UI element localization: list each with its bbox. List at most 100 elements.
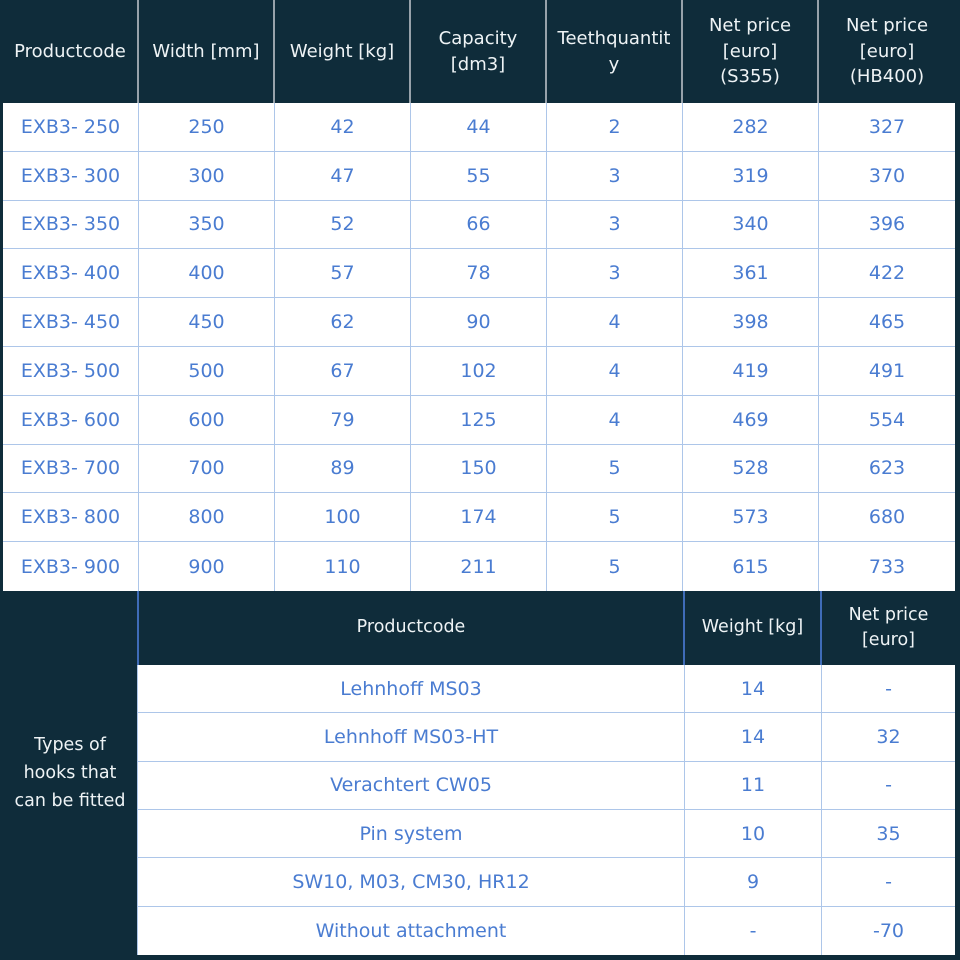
main-cell: EXB3- 700	[3, 444, 139, 494]
main-cell: 4	[547, 346, 683, 396]
main-cell: 52	[275, 200, 411, 250]
header-productcode: Productcode	[3, 0, 139, 103]
main-cell: 465	[819, 298, 955, 347]
main-cell: 150	[411, 444, 547, 494]
main-cell: EXB3- 400	[3, 249, 139, 299]
main-cell: 398	[683, 298, 819, 347]
main-cell: 100	[275, 493, 411, 543]
main-cell: EXB3- 500	[3, 346, 139, 396]
main-cell: EXB3- 900	[3, 542, 139, 591]
main-table: Productcode Width [mm] Weight [kg] Capac…	[3, 0, 955, 591]
main-cell: 419	[683, 346, 819, 396]
hooks-cell: 14	[685, 665, 822, 714]
main-cell: 319	[683, 151, 819, 201]
hooks-header-productcode: Productcode	[137, 591, 685, 665]
main-cell: 282	[683, 103, 819, 152]
hooks-cell: 14	[685, 713, 822, 762]
main-cell: 350	[139, 200, 275, 250]
hooks-cell: -70	[822, 906, 955, 955]
main-cell: 174	[411, 493, 547, 543]
hooks-side-label: Types of hooks that can be fitted	[14, 734, 126, 811]
main-cell: 4	[547, 298, 683, 347]
header-net-price-hb400: Net price [euro] (HB400)	[845, 15, 929, 88]
main-cell: 62	[275, 298, 411, 347]
header-capacity: Capacity [dm3]	[411, 0, 547, 103]
hooks-header-net-price: Net price [euro]	[848, 604, 929, 650]
hooks-cell: -	[822, 665, 955, 714]
main-cell: 573	[683, 493, 819, 543]
main-cell: 900	[139, 542, 275, 591]
main-cell: 680	[819, 493, 955, 543]
header-weight: Weight [kg]	[275, 0, 411, 103]
main-cell: EXB3- 450	[3, 298, 139, 347]
main-cell: EXB3- 600	[3, 395, 139, 445]
hooks-cell: 9	[685, 858, 822, 907]
main-cell: 554	[819, 395, 955, 445]
main-cell: EXB3- 250	[3, 103, 139, 152]
hooks-cell: SW10, M03, CM30, HR12	[137, 858, 685, 907]
main-cell: 211	[411, 542, 547, 591]
main-cell: 5	[547, 493, 683, 543]
main-cell: 400	[139, 249, 275, 299]
main-cell: 89	[275, 444, 411, 494]
main-cell: 800	[139, 493, 275, 543]
main-cell: 600	[139, 395, 275, 445]
hooks-cell: Lehnhoff MS03-HT	[137, 713, 685, 762]
header-width: Width [mm]	[139, 0, 275, 103]
main-cell: 102	[411, 346, 547, 396]
main-cell: 370	[819, 151, 955, 201]
main-cell: 44	[411, 103, 547, 152]
hooks-cell: -	[822, 761, 955, 810]
main-cell: 250	[139, 103, 275, 152]
main-cell: 125	[411, 395, 547, 445]
main-cell: 396	[819, 200, 955, 250]
main-cell: 340	[683, 200, 819, 250]
main-cell: 422	[819, 249, 955, 299]
main-cell: 4	[547, 395, 683, 445]
main-cell: 615	[683, 542, 819, 591]
main-cell: 5	[547, 542, 683, 591]
main-cell: 110	[275, 542, 411, 591]
main-cell: 500	[139, 346, 275, 396]
hooks-cell: Without attachment	[137, 906, 685, 955]
main-cell: 300	[139, 151, 275, 201]
hooks-table: Types of hooks that can be fitted Produc…	[3, 591, 955, 955]
main-cell: 67	[275, 346, 411, 396]
hooks-cell: 10	[685, 809, 822, 859]
header-teethquantity: Teethquantity	[547, 0, 683, 103]
hooks-cell: Lehnhoff MS03	[137, 665, 685, 714]
main-cell: 3	[547, 151, 683, 201]
main-cell: 2	[547, 103, 683, 152]
hooks-cell: Verachtert CW05	[137, 761, 685, 810]
main-cell: 66	[411, 200, 547, 250]
main-cell: 3	[547, 249, 683, 299]
main-cell: 57	[275, 249, 411, 299]
hooks-cell: -	[685, 906, 822, 955]
main-cell: 47	[275, 151, 411, 201]
main-cell: 5	[547, 444, 683, 494]
hooks-cell: -	[822, 858, 955, 907]
hooks-cell: 32	[822, 713, 955, 762]
main-cell: 528	[683, 444, 819, 494]
main-cell: 79	[275, 395, 411, 445]
main-cell: 90	[411, 298, 547, 347]
main-cell: 491	[819, 346, 955, 396]
main-cell: 700	[139, 444, 275, 494]
main-cell: 327	[819, 103, 955, 152]
main-cell: 469	[683, 395, 819, 445]
main-cell: EXB3- 800	[3, 493, 139, 543]
main-cell: 623	[819, 444, 955, 494]
main-cell: 3	[547, 200, 683, 250]
header-net-price-s355: Net price [euro] (S355)	[683, 0, 819, 103]
main-cell: 42	[275, 103, 411, 152]
main-cell: 733	[819, 542, 955, 591]
hooks-cell: 11	[685, 761, 822, 810]
main-cell: 361	[683, 249, 819, 299]
hooks-cell: Pin system	[137, 809, 685, 859]
hooks-cell: 35	[822, 809, 955, 859]
main-cell: 78	[411, 249, 547, 299]
main-cell: 55	[411, 151, 547, 201]
hooks-header-weight: Weight [kg]	[685, 591, 822, 665]
main-cell: EXB3- 350	[3, 200, 139, 250]
